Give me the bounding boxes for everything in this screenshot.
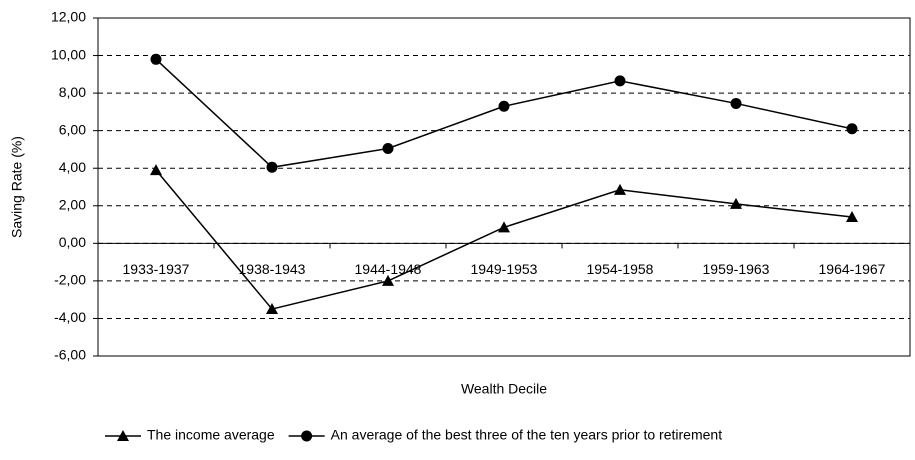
y-tick-label: 8,00 (59, 84, 86, 100)
series-line (155, 169, 853, 310)
x-tick-label: 1944-1948 (355, 261, 422, 277)
marker (301, 430, 313, 442)
marker (117, 430, 129, 441)
marker (846, 211, 858, 223)
plot-border (97, 17, 911, 357)
marker (498, 100, 510, 112)
x-tick-label: 1964-1967 (819, 261, 886, 277)
legend-label: An average of the best three of the ten … (331, 427, 723, 443)
x-tick-label: 1938-1943 (239, 261, 306, 277)
y-tick-label: 4,00 (59, 159, 86, 175)
legend-item: The income average (105, 427, 275, 443)
x-tick-label: 1933-1937 (123, 261, 190, 277)
marker (614, 183, 626, 195)
y-tick-label: 12,00 (51, 9, 86, 25)
y-tick-label: 10,00 (51, 46, 86, 62)
x-tick-label: 1949-1953 (471, 261, 538, 277)
x-axis-title: Wealth Decile (461, 381, 547, 397)
y-tick-label: -4,00 (54, 309, 86, 325)
y-tick-label: -2,00 (54, 272, 86, 288)
marker (382, 143, 394, 155)
marker (730, 197, 742, 209)
marker (846, 123, 858, 135)
x-tick-label: 1954-1958 (587, 261, 654, 277)
marker (730, 97, 742, 109)
y-tick-label: 2,00 (59, 196, 86, 212)
marker (266, 161, 278, 173)
y-tick-label: -6,00 (54, 347, 86, 363)
legend-item: An average of the best three of the ten … (288, 427, 723, 443)
marker (614, 75, 626, 87)
y-tick-label: 0,00 (59, 234, 86, 250)
marker (266, 303, 278, 315)
y-tick-label: 6,00 (59, 121, 86, 137)
marker (382, 274, 394, 286)
marker (150, 53, 162, 65)
legend-label: The income average (147, 427, 275, 443)
x-tick-label: 1959-1963 (703, 261, 770, 277)
marker (150, 164, 162, 176)
y-axis-title: Saving Rate (%) (9, 136, 25, 238)
marker (498, 221, 510, 233)
series-line (155, 58, 853, 169)
